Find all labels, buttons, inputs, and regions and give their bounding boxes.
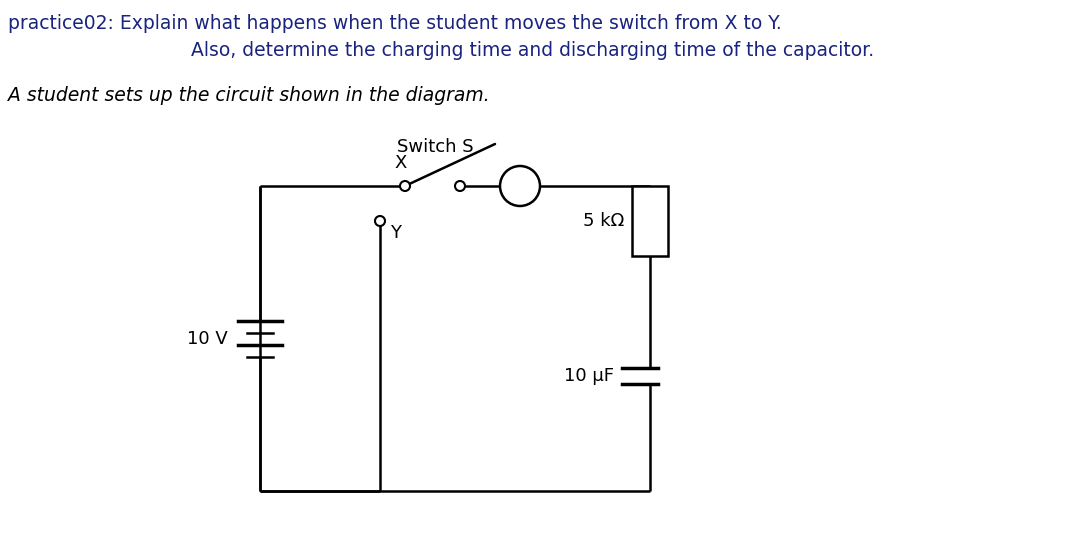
Text: Switch S: Switch S [397,138,473,156]
Text: 5 kΩ: 5 kΩ [583,212,624,230]
Text: Also, determine the charging time and discharging time of the capacitor.: Also, determine the charging time and di… [192,41,874,60]
Circle shape [375,216,385,226]
Text: A student sets up the circuit shown in the diagram.: A student sets up the circuit shown in t… [9,86,489,105]
Circle shape [400,181,410,191]
Text: 10 μF: 10 μF [564,367,614,385]
Text: practice02: Explain what happens when the student moves the switch from X to Y.: practice02: Explain what happens when th… [9,14,781,33]
Text: 10 V: 10 V [188,329,228,347]
Circle shape [500,166,540,206]
Text: A: A [514,177,526,195]
Text: Y: Y [390,224,401,242]
Bar [632,186,668,256]
Circle shape [455,181,465,191]
Text: X: X [394,154,407,172]
